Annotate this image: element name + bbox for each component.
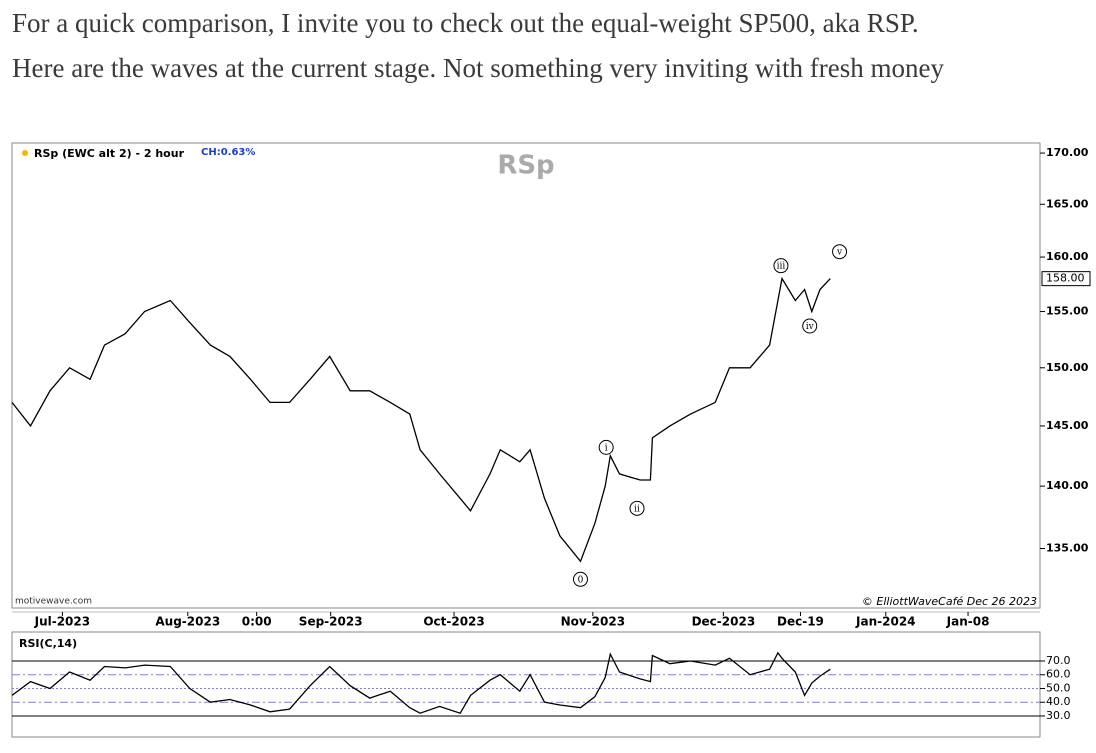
y-tick-label: 60.0 [1046, 668, 1071, 681]
y-tick-label: 160.00 [1046, 250, 1089, 263]
price-label: 158.00 [1046, 272, 1085, 285]
wave-label: 0 [578, 575, 584, 585]
wave-marker [629, 500, 645, 516]
series-line [11, 651, 831, 714]
y-tick-label: 50.0 [1046, 681, 1071, 694]
paragraph: For a quick comparison, I invite you to … [12, 8, 919, 38]
rsi-title: RSI(C,14) [19, 637, 77, 650]
wave-label: iii [777, 262, 786, 272]
x-tick-label: Jul-2023 [34, 615, 91, 629]
status-dot [22, 150, 28, 156]
y-tick-label: 70.0 [1046, 654, 1071, 667]
chart-subtitle: CH:0.63% [201, 147, 255, 158]
wave-label: v [836, 248, 843, 258]
wave-label: iv [806, 322, 815, 332]
x-tick-label: Jan-08 [946, 615, 990, 629]
watermark: RSp [497, 151, 554, 181]
y-tick-label: 40.0 [1046, 695, 1071, 708]
price-frame [11, 142, 1041, 609]
x-tick-label: Dec-2023 [692, 615, 756, 629]
x-tick-label: Oct-2023 [423, 615, 484, 629]
x-tick-label: 0:00 [242, 615, 272, 629]
credit: © ElliottWaveCafé Dec 26 2023 [862, 595, 1037, 608]
wave-marker [773, 258, 789, 274]
rsi-frame [11, 631, 1041, 738]
y-tick-label: 30.0 [1046, 709, 1071, 722]
series-line [11, 276, 831, 563]
y-tick-label: 170.00 [1046, 146, 1089, 159]
paragraph: Here are the waves at the current stage.… [12, 53, 944, 83]
y-tick-label: 150.00 [1046, 361, 1089, 374]
y-tick-label: 145.00 [1046, 419, 1089, 432]
y-tick-label: 165.00 [1046, 197, 1089, 210]
wave-marker [598, 439, 614, 455]
wave-label: i [605, 443, 608, 453]
wave-marker [832, 244, 848, 260]
y-tick-label: 135.00 [1046, 542, 1089, 555]
wave-label: ii [634, 504, 640, 514]
x-tick-label: Jan-2024 [855, 615, 915, 629]
price-box [1041, 271, 1091, 287]
x-tick-label: Sep-2023 [299, 615, 363, 629]
y-tick-label: 140.00 [1046, 479, 1089, 492]
wave-marker [572, 571, 588, 587]
x-tick-label: Nov-2023 [561, 615, 626, 629]
x-tick-label: Aug-2023 [155, 615, 220, 629]
y-tick-label: 155.00 [1046, 305, 1089, 318]
chart-title: RSp (EWC alt 2) - 2 hour [34, 147, 185, 160]
x-tick-label: Dec-19 [777, 615, 824, 629]
source: motivewave.com [15, 597, 92, 607]
wave-marker [802, 318, 818, 334]
